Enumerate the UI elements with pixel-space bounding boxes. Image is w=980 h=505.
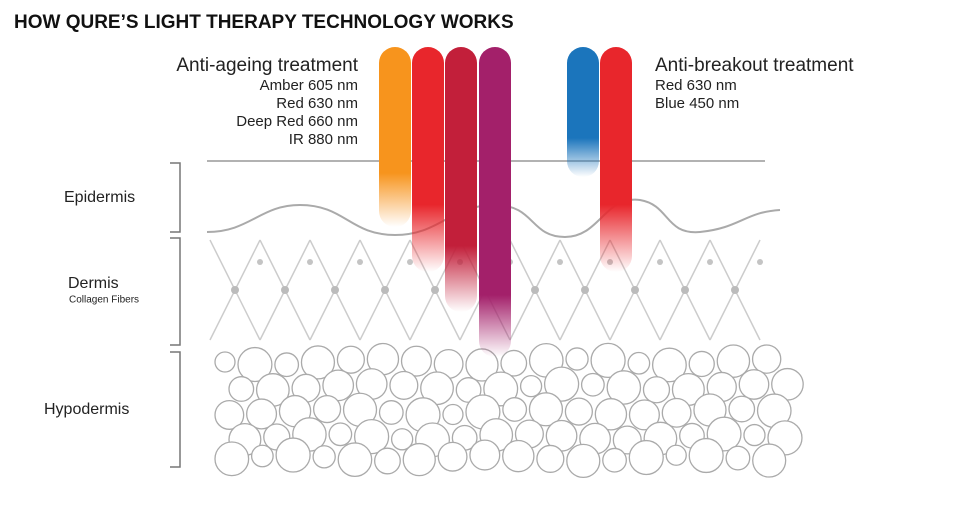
layer-label: Hypodermis <box>44 401 129 418</box>
fat-cell <box>442 403 464 426</box>
fat-cell <box>214 399 245 430</box>
fat-cell <box>738 369 770 400</box>
fat-cell <box>336 345 365 374</box>
light-beam <box>567 47 599 177</box>
fiber-node <box>581 286 589 294</box>
fat-cell <box>743 423 766 447</box>
fiber-node <box>381 286 389 294</box>
fat-cell <box>642 376 671 404</box>
fiber-node <box>281 286 289 294</box>
fat-cell <box>536 444 565 473</box>
fat-cell <box>228 376 255 402</box>
fat-cell <box>437 441 468 472</box>
fiber-node <box>657 259 663 265</box>
fat-cell <box>606 370 642 405</box>
fat-cell <box>628 399 660 431</box>
fat-cell <box>500 349 528 377</box>
layer-note: Collagen Fibers <box>69 295 139 306</box>
fat-cell <box>565 347 589 371</box>
fat-cell <box>688 437 724 474</box>
treatment-title: Anti-ageing treatment <box>176 55 358 76</box>
treatment-title: Anti-breakout treatment <box>655 55 854 76</box>
fat-cell <box>374 447 401 475</box>
bracket <box>170 351 181 468</box>
light-label: IR 880 nm <box>289 131 358 148</box>
fat-cell <box>214 351 236 373</box>
fiber-node <box>731 286 739 294</box>
light-beam <box>445 47 477 312</box>
fat-cell <box>389 370 419 400</box>
fiber-node <box>307 259 313 265</box>
fat-cell <box>312 395 342 424</box>
light-label: Amber 605 nm <box>260 77 358 94</box>
fiber-node <box>557 259 563 265</box>
fat-cell <box>275 437 311 473</box>
fiber-node <box>707 259 713 265</box>
fat-cell <box>566 443 601 479</box>
fiber-node <box>631 286 639 294</box>
collagen-mesh <box>209 239 763 341</box>
fat-cell <box>274 352 300 378</box>
light-beam <box>412 47 444 272</box>
fat-cell <box>402 442 436 477</box>
fat-cell <box>502 439 535 473</box>
fat-cell <box>661 397 692 428</box>
fat-cell <box>751 344 782 374</box>
fiber-node <box>407 259 413 265</box>
epidermis-boundary <box>206 198 781 239</box>
fat-cell <box>665 444 687 466</box>
fat-cell <box>651 347 687 383</box>
light-beam <box>479 47 511 357</box>
fat-cell <box>246 398 278 430</box>
fat-cell <box>594 398 628 431</box>
bracket <box>170 162 181 233</box>
fiber-node <box>757 259 763 265</box>
fat-cell <box>528 392 564 427</box>
fat-cell <box>627 351 651 375</box>
fat-cells <box>214 342 804 479</box>
fat-cell <box>602 447 627 473</box>
fat-cell <box>590 342 626 379</box>
fat-cell <box>725 445 751 471</box>
fiber-node <box>531 286 539 294</box>
fat-cell <box>688 350 715 378</box>
fat-cell <box>237 346 273 383</box>
fat-cell <box>628 439 664 476</box>
fat-cell <box>502 397 528 422</box>
fat-cell <box>543 366 580 402</box>
fat-cell <box>580 372 605 397</box>
fat-cell <box>390 428 414 451</box>
fiber-node <box>257 259 263 265</box>
fat-cell <box>752 443 787 478</box>
light-label: Deep Red 660 nm <box>236 113 358 130</box>
light-beam <box>379 47 411 227</box>
layer-label: Dermis <box>68 275 119 292</box>
fat-cell <box>328 422 353 447</box>
fat-cell <box>300 345 336 380</box>
light-label: Blue 450 nm <box>655 95 739 112</box>
fiber-node <box>681 286 689 294</box>
fat-cell <box>469 439 501 471</box>
fiber-node <box>357 259 363 265</box>
fat-cell <box>214 441 250 477</box>
fat-cell <box>728 395 756 423</box>
fat-cell <box>519 374 543 398</box>
light-beam <box>600 47 632 272</box>
light-label: Red 630 nm <box>655 77 737 94</box>
fat-cell <box>564 397 593 426</box>
fat-cell <box>312 445 336 469</box>
fiber-node <box>331 286 339 294</box>
layer-label: Epidermis <box>64 189 135 206</box>
light-label: Red 630 nm <box>276 95 358 112</box>
title: HOW QURE’S LIGHT THERAPY TECHNOLOGY WORK… <box>14 12 514 33</box>
fat-cell <box>337 442 373 478</box>
fiber-node <box>431 286 439 294</box>
fat-cell <box>400 345 432 377</box>
bracket <box>170 237 181 346</box>
fat-cell <box>378 400 404 425</box>
fat-cell <box>250 444 274 468</box>
fiber-node <box>231 286 239 294</box>
